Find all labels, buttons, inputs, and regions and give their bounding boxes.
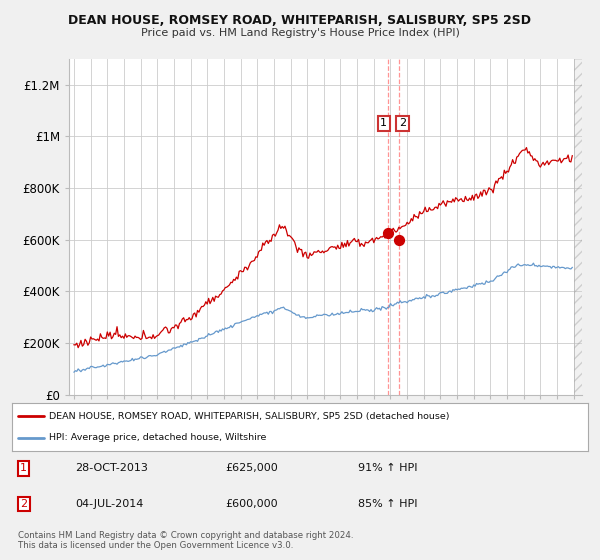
Point (394, 235, 404, 244)
Text: DEAN HOUSE, ROMSEY ROAD, WHITEPARISH, SALISBURY, SP5 2SD (detached house): DEAN HOUSE, ROMSEY ROAD, WHITEPARISH, SA… (49, 412, 450, 421)
Text: 2: 2 (399, 118, 406, 128)
Text: 91% ↑ HPI: 91% ↑ HPI (358, 463, 417, 473)
Point (383, 229, 392, 238)
Text: £600,000: £600,000 (225, 499, 278, 509)
Text: DEAN HOUSE, ROMSEY ROAD, WHITEPARISH, SALISBURY, SP5 2SD: DEAN HOUSE, ROMSEY ROAD, WHITEPARISH, SA… (68, 14, 532, 27)
Text: HPI: Average price, detached house, Wiltshire: HPI: Average price, detached house, Wilt… (49, 433, 267, 442)
Text: 28-OCT-2013: 28-OCT-2013 (76, 463, 148, 473)
Text: 04-JUL-2014: 04-JUL-2014 (76, 499, 144, 509)
Text: 1: 1 (380, 118, 387, 128)
Text: Price paid vs. HM Land Registry's House Price Index (HPI): Price paid vs. HM Land Registry's House … (140, 28, 460, 38)
Text: £625,000: £625,000 (225, 463, 278, 473)
Text: 85% ↑ HPI: 85% ↑ HPI (358, 499, 417, 509)
Text: 2: 2 (20, 499, 27, 509)
Text: Contains HM Land Registry data © Crown copyright and database right 2024.
This d: Contains HM Land Registry data © Crown c… (18, 531, 353, 550)
Text: 1: 1 (20, 463, 27, 473)
